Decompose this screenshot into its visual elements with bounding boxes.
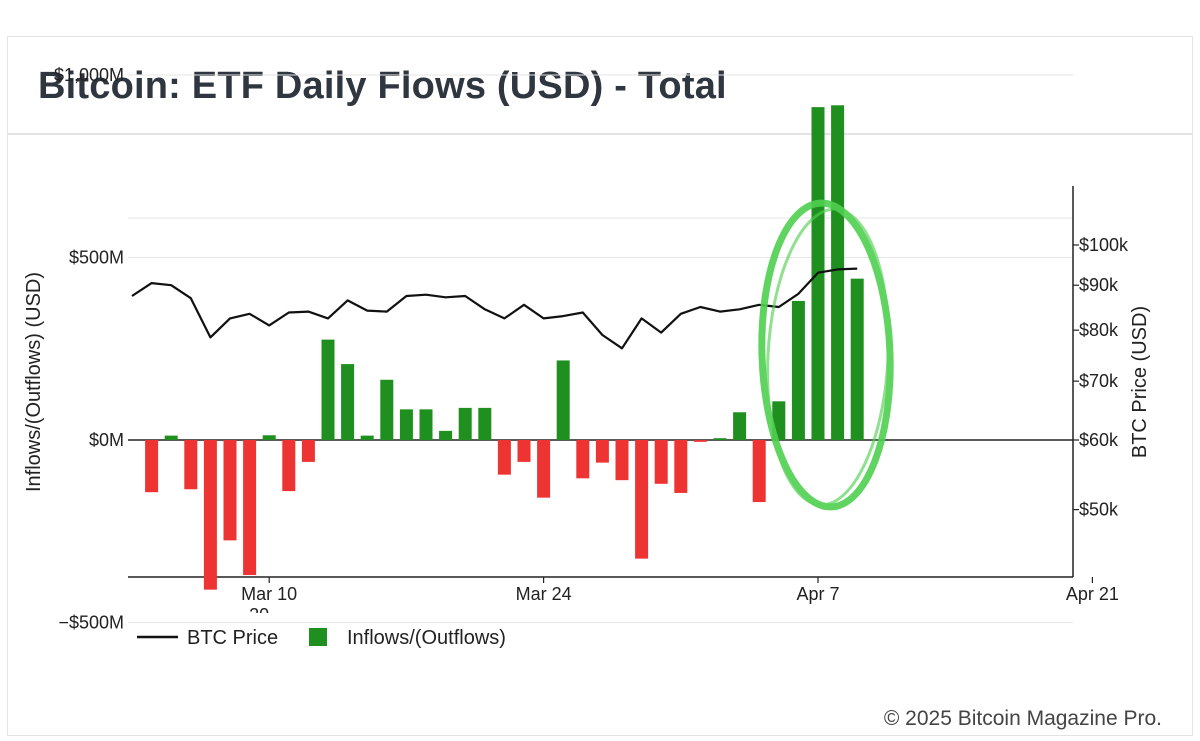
flow-bar <box>576 440 590 479</box>
highlight-ellipse <box>758 199 894 511</box>
legend-label-btc-price: BTC Price <box>187 627 278 649</box>
flow-bar <box>537 440 551 498</box>
flow-bar <box>243 440 257 576</box>
highlight-circle <box>758 199 894 511</box>
flow-bar <box>145 440 159 493</box>
flow-bar <box>203 440 217 590</box>
flow-bar <box>439 430 453 440</box>
highlight-ellipse-inner <box>766 207 890 507</box>
y-right-tick-label: $100k <box>1079 235 1129 255</box>
flow-bar <box>262 435 276 440</box>
btc-price-line <box>131 267 858 350</box>
flow-bar <box>752 440 766 503</box>
flow-bar <box>321 339 335 440</box>
x-tick-label: Apr 7 <box>796 584 839 604</box>
flow-bar <box>674 440 688 493</box>
flow-bar <box>654 440 668 484</box>
flow-bar <box>693 440 707 442</box>
flow-bar <box>635 440 649 559</box>
flow-bar <box>615 440 629 481</box>
y-left-axis-title: Inflows/(Outflows) (USD) <box>23 272 45 492</box>
y-left-tick-label: $1,000M <box>54 65 124 85</box>
flow-bar <box>184 440 198 490</box>
flow-bar <box>517 440 531 462</box>
flow-bar <box>223 440 237 541</box>
chart-card: Bitcoin: ETF Daily Flows (USD) - Total <box>7 36 1193 736</box>
x-tick-label: Apr 21 <box>1066 584 1119 604</box>
flow-bar <box>380 379 394 440</box>
flow-bar <box>497 440 511 475</box>
flow-bar <box>360 435 374 440</box>
flow-bar <box>282 440 296 492</box>
legend-bar-swatch <box>309 628 327 646</box>
flow-bar <box>478 407 492 440</box>
y-right-tick-label: $70k <box>1079 371 1119 391</box>
flow-bar <box>850 278 864 440</box>
chart-header: Bitcoin: ETF Daily Flows (USD) - Total <box>8 37 1192 135</box>
y-left-tick-label: $500M <box>69 248 124 268</box>
chart-title: Bitcoin: ETF Daily Flows (USD) - Total <box>38 65 727 107</box>
x-tick-label: Mar 10 <box>241 584 297 604</box>
flow-bar <box>458 407 472 440</box>
flow-bar <box>556 360 570 440</box>
x-tick-label: Mar 24 <box>516 584 572 604</box>
y-right-tick-label: $50k <box>1079 500 1119 520</box>
flow-bar <box>831 105 845 441</box>
x-sublabel-year: 2025 <box>249 605 289 625</box>
y-right-tick-label: $80k <box>1079 320 1119 340</box>
flow-bar <box>301 440 315 462</box>
flow-bar <box>341 364 355 440</box>
y-right-tick-label: $90k <box>1079 275 1119 295</box>
flow-bar <box>419 409 433 440</box>
y-left-tick-label: −$500M <box>58 613 124 633</box>
flow-bar <box>791 300 805 440</box>
y-left-tick-label: $0M <box>89 430 124 450</box>
y-right-axis-title: BTC Price (USD) <box>1129 306 1151 458</box>
y-right-tick-label: $60k <box>1079 430 1119 450</box>
flow-bar <box>399 409 413 440</box>
flow-bar <box>733 412 747 440</box>
copyright-notice: © 2025 Bitcoin Magazine Pro. <box>883 707 1162 730</box>
flow-bar <box>164 435 178 440</box>
flow-bar <box>595 440 609 463</box>
legend-label-flows: Inflows/(Outflows) <box>347 627 506 649</box>
flow-bar <box>713 438 727 440</box>
